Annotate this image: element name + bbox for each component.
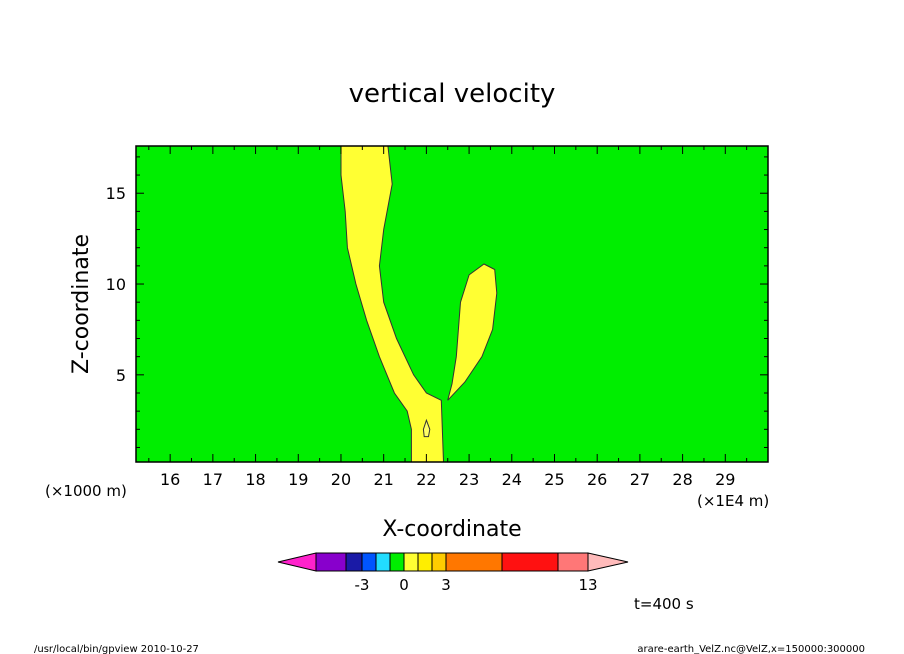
colorbar-label: 3 [441,576,451,594]
y-tick-label: 5 [116,366,126,385]
colorbar-label: 13 [578,576,597,594]
x-tick-label: 17 [203,470,223,489]
y-scale-label: (×1000 m) [45,482,127,500]
secondary-updraft [447,263,498,401]
chart-title: vertical velocity [349,79,556,109]
footer-right: arare-earth_VelZ.nc@VelZ,x=150000:300000 [637,644,865,654]
colorbar-swatch [345,552,363,572]
y-tick-label: 10 [106,275,126,294]
colorbar-swatch [403,552,419,572]
colorbar-label: 0 [399,576,409,594]
x-tick-label: 26 [587,470,607,489]
colorbar-swatch [557,552,589,572]
x-tick-label: 23 [459,470,479,489]
footer-left: /usr/local/bin/gpview 2010-10-27 [34,644,199,654]
x-tick-label: 28 [672,470,692,489]
colorbar-swatch [277,552,317,572]
colorbar-label: -3 [355,576,370,594]
axis-ticks: 16 17 18 19 20 21 22 23 24 25 26 27 28 29 5 10 15 [106,146,768,489]
plot-area: 16 17 18 19 20 21 22 23 24 25 26 27 28 29 5 10 15 [106,145,769,489]
x-tick-label: 19 [288,470,308,489]
x-tick-label: 22 [416,470,436,489]
x-tick-label: 16 [160,470,180,489]
x-tick-label: 24 [502,470,522,489]
colorbar-swatch [375,552,391,572]
x-tick-label: 18 [245,470,265,489]
colorbar-swatch [501,552,559,572]
colorbar-swatch [389,552,405,572]
time-label: t=400 s [634,595,694,613]
x-tick-label: 29 [715,470,735,489]
colorbar-swatch [587,552,629,572]
x-tick-label: 21 [373,470,393,489]
small-cell [422,418,431,438]
contour-background [136,146,768,462]
colorbar-swatch [315,552,347,572]
colorbar-swatch [361,552,377,572]
x-tick-label: 20 [331,470,351,489]
y-axis-label: Z-coordinate [69,234,94,374]
plot-frame [135,145,769,463]
x-tick-label: 25 [544,470,564,489]
x-tick-label: 27 [630,470,650,489]
y-tick-label: 15 [106,184,126,203]
x-axis-label: X-coordinate [382,517,521,542]
colorbar: -3 0 3 13 [277,552,629,594]
colorbar-swatch [431,552,447,572]
x-scale-label: (×1E4 m) [697,492,769,510]
colorbar-swatch [417,552,433,572]
colorbar-swatch [445,552,503,572]
